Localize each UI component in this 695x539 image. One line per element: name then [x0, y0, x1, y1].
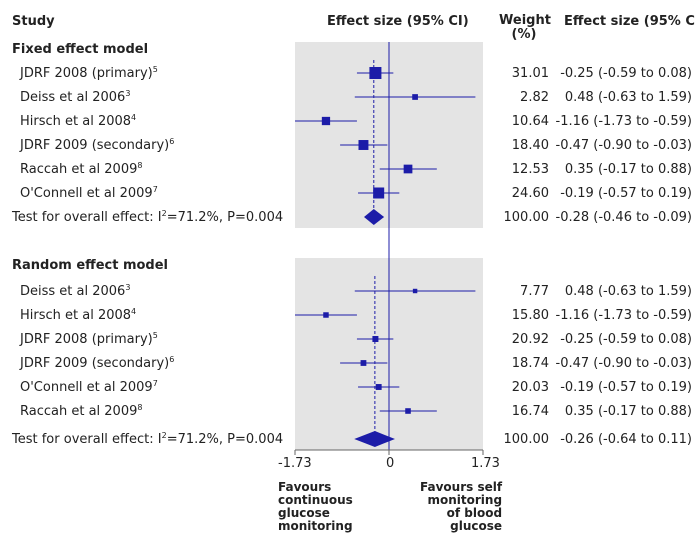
study-effect-ci: -0.47 (-0.90 to -0.03): [555, 138, 693, 153]
study-weight: 16.74: [511, 404, 549, 419]
overall-weight: 100.00: [503, 210, 550, 225]
group-title: Fixed effect model: [12, 42, 149, 57]
reference-number: 8: [137, 403, 143, 412]
point-estimate: [403, 164, 413, 174]
reference-number: 7: [152, 185, 158, 194]
study-effect-ci: -0.25 (-0.59 to 0.08): [560, 66, 692, 81]
study-effect-ci: -0.19 (-0.57 to 0.19): [560, 380, 692, 395]
study-effect-ci: -1.16 (-1.73 to -0.59): [555, 114, 693, 129]
effect-column-header: Effect size (95% CI): [327, 14, 469, 29]
point-estimate: [373, 187, 385, 199]
study-effect-ci: -1.16 (-1.73 to -0.59): [555, 308, 693, 323]
study-weight: 18.40: [511, 138, 549, 153]
overall-label-part: 2: [161, 431, 167, 440]
study-label: JDRF 2009 (secondary)6: [20, 137, 175, 154]
point-estimate: [405, 408, 411, 414]
weight-column-header: Weight (%): [499, 13, 551, 42]
favours-right-label: Favours self monitoring of blood glucose: [420, 480, 503, 533]
effect-ci-column-header: Effect size (95% CI): [564, 14, 695, 29]
pooled-diamond: [354, 431, 395, 447]
study-weight: 10.64: [511, 114, 549, 129]
study-name: O'Connell et al 2009: [20, 186, 153, 201]
study-effect-ci: -0.19 (-0.57 to 0.19): [560, 186, 692, 201]
overall-effect-ci: -0.26 (-0.64 to 0.11): [560, 432, 692, 447]
point-estimate: [412, 94, 418, 100]
study-effect-ci: 0.35 (-0.17 to 0.88): [564, 162, 692, 177]
study-effect-ci: -0.25 (-0.59 to 0.08): [560, 332, 692, 347]
study-label: Deiss et al 20063: [20, 89, 131, 106]
point-estimate: [372, 336, 379, 342]
overall-weight: 100.00: [503, 432, 550, 447]
study-label: Raccah et al 20098: [20, 403, 143, 420]
study-weight: 20.92: [511, 332, 549, 347]
study-weight: 2.82: [520, 90, 549, 105]
point-estimate: [358, 140, 369, 150]
point-estimate: [323, 312, 329, 318]
x-tick-label: -1.73: [278, 456, 312, 471]
study-name: JDRF 2008 (primary): [20, 332, 153, 347]
reference-number: 6: [169, 355, 175, 364]
study-name: Deiss et al 2006: [20, 90, 126, 105]
overall-label-part: =71.2%, P=0.004: [166, 210, 284, 225]
reference-number: 3: [125, 89, 131, 98]
point-estimate: [360, 360, 367, 366]
study-effect-ci: 0.48 (-0.63 to 1.59): [564, 284, 692, 299]
study-weight: 7.77: [520, 284, 549, 299]
study-label: O'Connell et al 20097: [20, 379, 158, 396]
point-estimate: [375, 384, 382, 390]
study-label: O'Connell et al 20097: [20, 185, 158, 202]
study-label: Hirsch et al 20084: [20, 113, 137, 130]
point-estimate: [321, 116, 331, 126]
overall-label-part: Test for overall effect: I: [12, 432, 162, 447]
study-name: Hirsch et al 2008: [20, 114, 132, 129]
x-tick-label: 0: [386, 456, 395, 471]
overall-effect-label: Test for overall effect: I2=71.2%, P=0.0…: [12, 209, 284, 226]
reference-number: 7: [152, 379, 158, 388]
study-label: Deiss et al 20063: [20, 283, 131, 300]
group-title: Random effect model: [12, 258, 169, 273]
reference-number: 4: [131, 113, 137, 122]
study-name: JDRF 2008 (primary): [20, 66, 153, 81]
study-weight: 15.80: [511, 308, 549, 323]
study-weight: 18.74: [511, 356, 549, 371]
study-label: JDRF 2008 (primary)5: [20, 65, 158, 82]
study-name: JDRF 2009 (secondary): [20, 138, 170, 153]
study-weight: 12.53: [511, 162, 549, 177]
study-label: Hirsch et al 20084: [20, 307, 137, 324]
study-weight: 24.60: [511, 186, 549, 201]
reference-number: 3: [125, 283, 131, 292]
reference-number: 4: [131, 307, 137, 316]
study-name: Deiss et al 2006: [20, 284, 126, 299]
favours-left-label: Favours continuous glucose monitoring: [278, 480, 353, 533]
overall-effect-ci: -0.28 (-0.46 to -0.09): [555, 210, 693, 225]
study-effect-ci: 0.48 (-0.63 to 1.59): [564, 90, 692, 105]
point-estimate: [369, 67, 382, 79]
study-name: Raccah et al 2009: [20, 404, 138, 419]
study-name: Hirsch et al 2008: [20, 308, 132, 323]
overall-label-part: 2: [161, 209, 167, 218]
study-weight: 31.01: [511, 66, 549, 81]
reference-number: 6: [169, 137, 175, 146]
overall-label-part: =71.2%, P=0.004: [166, 432, 284, 447]
overall-label-part: Test for overall effect: I: [12, 210, 162, 225]
study-name: O'Connell et al 2009: [20, 380, 153, 395]
study-label: JDRF 2008 (primary)5: [20, 331, 158, 348]
study-name: JDRF 2009 (secondary): [20, 356, 170, 371]
reference-number: 8: [137, 161, 143, 170]
overall-effect-label: Test for overall effect: I2=71.2%, P=0.0…: [12, 431, 284, 448]
study-effect-ci: -0.47 (-0.90 to -0.03): [555, 356, 693, 371]
study-label: JDRF 2009 (secondary)6: [20, 355, 175, 372]
reference-number: 5: [152, 331, 158, 340]
point-estimate: [412, 288, 418, 294]
study-name: Raccah et al 2009: [20, 162, 138, 177]
study-column-header: Study: [12, 14, 55, 29]
study-label: Raccah et al 20098: [20, 161, 143, 178]
study-weight: 20.03: [511, 380, 549, 395]
study-effect-ci: 0.35 (-0.17 to 0.88): [564, 404, 692, 419]
reference-number: 5: [152, 65, 158, 74]
pooled-diamond: [364, 209, 385, 225]
x-tick-label: 1.73: [471, 456, 500, 471]
